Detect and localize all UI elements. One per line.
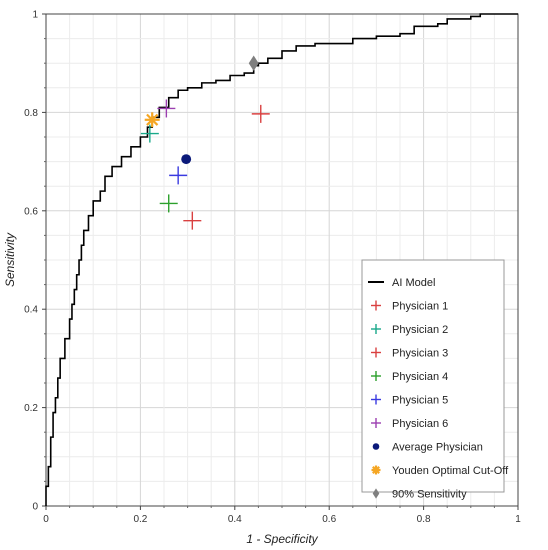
marker-physician-2	[140, 124, 159, 143]
legend-swatch-physician-3	[371, 347, 381, 358]
y-tick-label: 0.2	[24, 403, 38, 414]
legend-label-ai-model: AI Model	[392, 277, 435, 289]
marker-physician-6	[157, 99, 176, 118]
marker-youden-optimal-cut-off	[144, 112, 160, 128]
legend: AI Model Physician 1 Physician 2 Physician …	[361, 259, 509, 501]
legend-box	[361, 259, 505, 493]
legend-label-physician-5: Physician 5	[392, 395, 448, 407]
axis-ticks: 0 0.2 0.4 0.6 0.8 1 0 0.2 0.4 0.6 0.8 1	[24, 10, 521, 526]
marker-average-physician-circle	[181, 154, 192, 165]
y-tick-label: 0.8	[24, 108, 38, 119]
marker-90-sensitivity-shape	[248, 55, 259, 71]
x-tick-label: 0	[43, 514, 49, 525]
y-tick-label: 1	[32, 10, 38, 21]
legend-label-youden-optimal-cut-off: Youden Optimal Cut-Off	[392, 465, 509, 477]
legend-swatch-average-physician	[372, 443, 380, 450]
legend-label-90-sensitivity: 90% Sensitivity	[392, 489, 467, 501]
legend-swatch-average-physician-circle	[372, 443, 380, 450]
legend-label-physician-4: Physician 4	[392, 371, 448, 383]
y-axis-title: Sensitivity	[3, 232, 17, 287]
marker-physician-3	[183, 211, 202, 230]
y-tick-label: 0	[32, 502, 38, 513]
marker-90-sensitivity	[248, 55, 259, 71]
x-axis-title: 1 - Specificity	[246, 532, 318, 546]
legend-label-physician-3: Physician 3	[392, 348, 448, 360]
y-tick-label: 0.4	[24, 305, 38, 316]
marker-physician-5	[169, 166, 188, 185]
chart-marks	[45, 13, 518, 506]
legend-swatch-physician-6	[371, 418, 381, 428]
legend-swatch-physician-1	[371, 300, 381, 311]
marker-youden-optimal-cut-off-ray	[146, 113, 159, 126]
legend-label-physician-1: Physician 1	[392, 301, 448, 313]
legend-swatch-physician-5	[371, 394, 381, 405]
marker-average-physician	[181, 154, 192, 165]
marker-physician-4	[159, 194, 178, 213]
x-tick-label: 0.2	[133, 514, 147, 525]
legend-swatch-physician-4	[371, 371, 381, 381]
legend-swatch-90-sensitivity	[372, 488, 380, 499]
legend-label-physician-2: Physician 2	[392, 324, 448, 336]
legend-label-average-physician: Average Physician	[392, 442, 483, 454]
legend-swatch-youden-optimal-cut-off-ray	[372, 466, 380, 474]
x-tick-label: 0.8	[417, 514, 431, 525]
marker-physician-1	[251, 104, 270, 123]
y-tick-label: 0.6	[24, 206, 38, 217]
x-tick-label: 0.4	[228, 514, 242, 525]
x-tick-label: 0.6	[322, 514, 336, 525]
legend-label-physician-6: Physician 6	[392, 418, 448, 430]
legend-swatch-physician-2	[371, 324, 381, 334]
legend-swatch-90-sensitivity-shape	[372, 488, 380, 499]
x-tick-label: 1	[515, 514, 521, 525]
legend-swatch-youden-optimal-cut-off	[371, 465, 381, 475]
